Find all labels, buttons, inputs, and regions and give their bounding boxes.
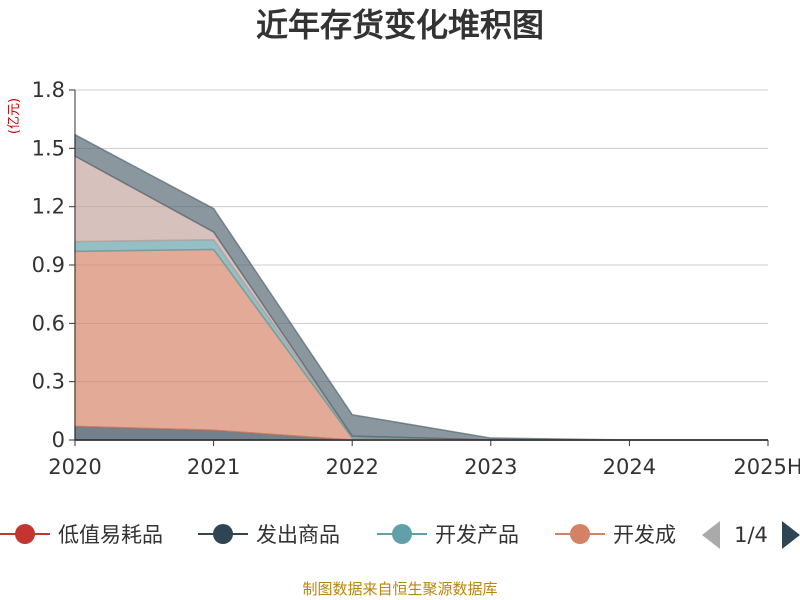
legend-marker — [213, 524, 233, 544]
y-tick-label: 0.3 — [32, 370, 65, 394]
y-tick-label: 0.9 — [32, 253, 65, 277]
legend-item[interactable]: 开发产品 — [377, 523, 519, 547]
legend-label: 发出商品 — [256, 523, 340, 547]
x-tick-label: 2021 — [187, 455, 240, 479]
x-axis-ticks: 2020 2021 2022 2023 2024 2025H — [48, 440, 800, 479]
y-axis-ticks: 0 0.3 0.6 0.9 1.2 1.5 1.8 — [32, 78, 75, 452]
legend-prev-page-icon[interactable] — [702, 521, 720, 549]
legend: 低值易耗品 发出商品 开发产品 开发成 1/4 — [0, 521, 800, 549]
legend-page-indicator: 1/4 — [734, 523, 768, 547]
chart-title: 近年存货变化堆积图 — [256, 6, 544, 44]
area-series — [74, 133, 768, 441]
legend-item[interactable]: 低值易耗品 — [0, 523, 163, 547]
legend-item[interactable]: 开发成 — [555, 523, 676, 547]
legend-marker — [570, 524, 590, 544]
legend-label: 低值易耗品 — [58, 523, 163, 547]
legend-label: 开发成 — [613, 523, 676, 547]
data-source-note: 制图数据来自恒生聚源数据库 — [302, 580, 497, 598]
y-tick-label: 1.5 — [32, 136, 65, 160]
legend-label: 开发产品 — [435, 523, 519, 547]
x-tick-label: 2022 — [325, 455, 378, 479]
y-tick-label: 1.8 — [32, 78, 65, 102]
legend-item[interactable]: 发出商品 — [198, 523, 340, 547]
x-tick-label: 2025H — [733, 455, 800, 479]
legend-next-page-icon[interactable] — [782, 521, 800, 549]
y-tick-label: 0 — [52, 428, 65, 452]
x-tick-label: 2024 — [603, 455, 656, 479]
y-tick-label: 1.2 — [32, 195, 65, 219]
legend-marker — [392, 524, 412, 544]
y-tick-label: 0.6 — [32, 311, 65, 335]
y-axis-unit-label: (亿元) — [7, 98, 22, 134]
area-series-2 — [74, 248, 768, 441]
x-tick-label: 2020 — [48, 455, 101, 479]
legend-marker — [15, 524, 35, 544]
x-tick-label: 2023 — [464, 455, 517, 479]
